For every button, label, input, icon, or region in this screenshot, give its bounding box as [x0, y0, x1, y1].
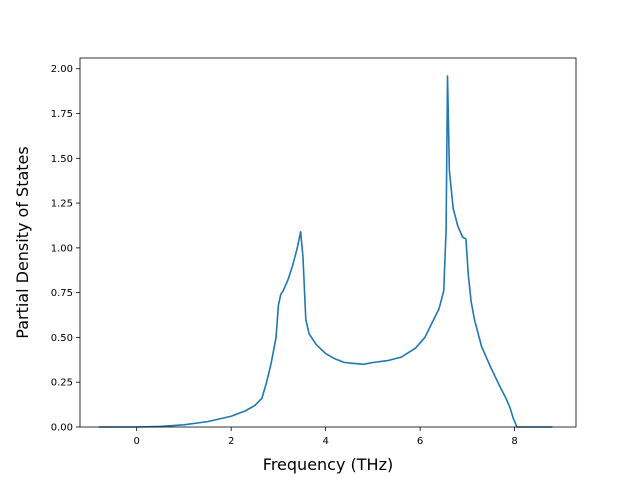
pdos-series-line [98, 75, 553, 428]
x-tick-label: 8 [511, 436, 517, 447]
y-tick-label: 0.00 [51, 423, 73, 434]
y-tick-label: 0.75 [51, 288, 73, 299]
y-tick-label: 2.00 [51, 64, 73, 75]
x-tick-label: 4 [322, 436, 328, 447]
x-tick-label: 2 [228, 436, 234, 447]
y-tick-label: 1.75 [51, 109, 73, 120]
y-tick-label: 0.50 [51, 333, 73, 344]
x-tick-label: 0 [133, 436, 139, 447]
x-axis-label: Frequency (THz) [263, 455, 393, 474]
y-tick-label: 0.25 [51, 378, 73, 389]
plot-frame [79, 57, 577, 428]
y-axis-ticks: 0.00 0.25 0.50 0.75 1.00 1.25 1.50 1.75 2.00 [51, 64, 80, 434]
x-axis-ticks: 0 2 4 6 8 [133, 427, 518, 447]
x-tick-label: 6 [417, 436, 423, 447]
y-tick-label: 1.50 [51, 154, 73, 165]
y-axis-label: Partial Density of States [13, 146, 32, 338]
y-tick-label: 1.00 [51, 243, 73, 254]
y-tick-label: 1.25 [51, 199, 73, 210]
